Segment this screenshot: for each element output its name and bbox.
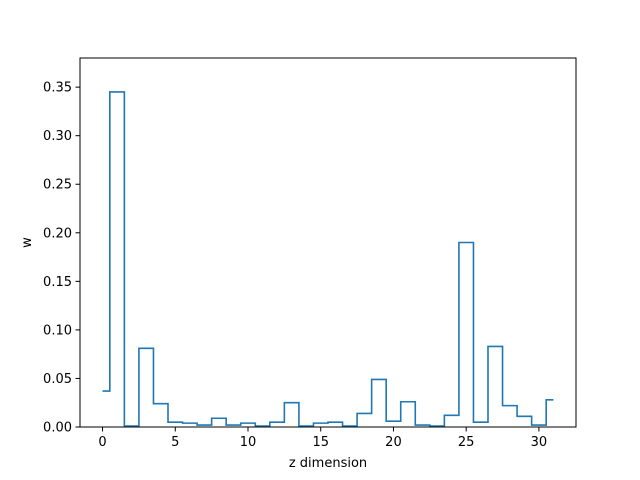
y-tick-label: 0.05	[43, 372, 72, 387]
x-tick-label: 10	[240, 435, 257, 450]
y-tick-label: 0.25	[43, 178, 72, 193]
plot-frame	[79, 57, 577, 428]
x-tick-label: 30	[531, 435, 548, 450]
y-tick-label: 0.10	[43, 323, 72, 338]
y-axis-ticks: 0.00 0.05 0.10 0.15 0.20 0.25 0.30 0.35	[43, 81, 80, 436]
y-tick-label: 0.20	[43, 226, 72, 241]
y-tick-label: 0.35	[43, 81, 72, 96]
plot-background	[80, 58, 576, 427]
y-axis-label: w	[20, 237, 35, 248]
y-tick-label: 0.00	[43, 421, 72, 436]
x-axis-ticks: 0 5 10 15 20 25 30	[98, 427, 547, 450]
y-tick-label: 0.15	[43, 275, 72, 290]
x-tick-label: 15	[312, 435, 329, 450]
x-tick-label: 0	[98, 435, 106, 450]
x-tick-label: 20	[385, 435, 402, 450]
x-tick-label: 5	[171, 435, 179, 450]
x-axis-label: z dimension	[289, 456, 367, 471]
series-step-line	[102, 91, 554, 427]
y-tick-label: 0.30	[43, 129, 72, 144]
x-tick-label: 25	[458, 435, 475, 450]
